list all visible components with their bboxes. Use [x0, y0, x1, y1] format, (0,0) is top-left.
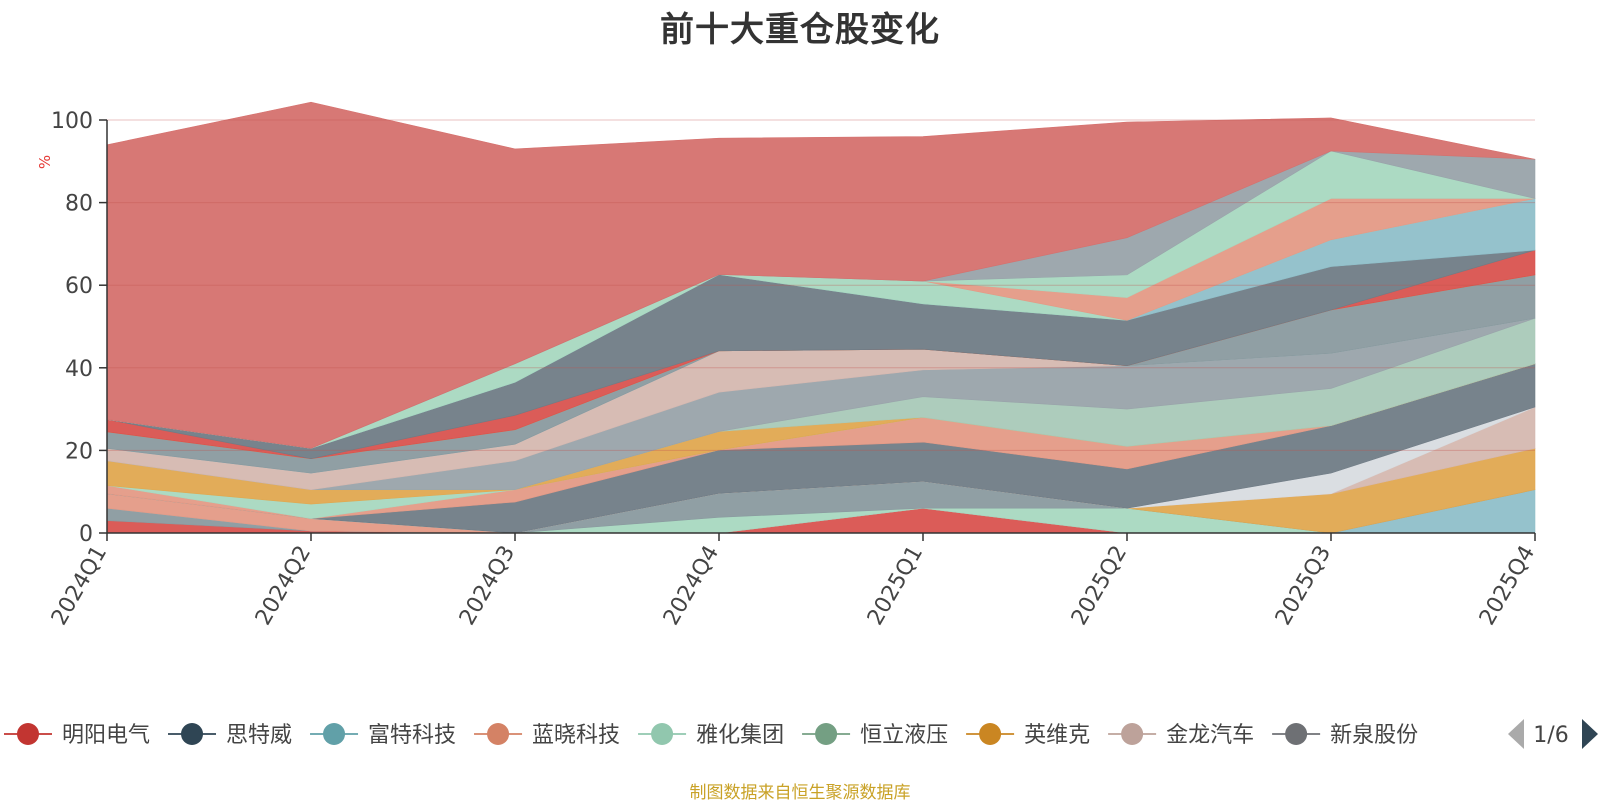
- legend-label: 雅化集团: [696, 723, 784, 748]
- area-series-26: [106, 101, 1536, 449]
- y-tick-label: 80: [65, 192, 93, 217]
- legend-marker: [17, 723, 39, 745]
- y-axis-unit: %: [36, 155, 54, 169]
- legend-items: 明阳电气 思特威 富特科技 蓝晓科技 雅化集团 恒立液压 英维克 金龙汽车 新泉股份: [4, 723, 1418, 748]
- legend-marker: [651, 723, 674, 745]
- chart-title: 前十大重仓股变化: [660, 10, 940, 50]
- x-tick-label: 2025Q2: [1067, 542, 1132, 630]
- legend-item[interactable]: 思特威: [168, 723, 292, 748]
- legend-next-icon[interactable]: [1582, 719, 1598, 749]
- x-tick-label: 2025Q3: [1271, 542, 1336, 630]
- legend-label: 蓝晓科技: [532, 723, 620, 748]
- legend-item[interactable]: 恒立液压: [802, 723, 948, 748]
- legend-item[interactable]: 雅化集团: [638, 723, 784, 748]
- legend-marker: [1121, 723, 1144, 745]
- y-tick-label: 0: [79, 522, 93, 547]
- x-tick-label: 2025Q4: [1475, 542, 1540, 630]
- y-tick-label: 20: [65, 439, 93, 464]
- legend-marker: [487, 723, 510, 745]
- legend-marker: [979, 723, 1002, 745]
- legend-label: 新泉股份: [1330, 723, 1418, 748]
- legend-label: 英维克: [1024, 723, 1090, 748]
- legend-label: 明阳电气: [62, 723, 150, 748]
- legend-marker: [323, 723, 346, 745]
- legend-item[interactable]: 金龙汽车: [1108, 723, 1254, 748]
- y-tick-label: 100: [51, 109, 93, 134]
- legend-label: 思特威: [226, 723, 292, 748]
- y-tick-label: 40: [65, 357, 93, 382]
- x-tick-label: 2024Q3: [455, 542, 520, 630]
- legend-pager-text: 1/6: [1533, 723, 1568, 748]
- legend-item[interactable]: 富特科技: [310, 723, 456, 748]
- legend-label: 富特科技: [368, 723, 456, 748]
- legend-item[interactable]: 新泉股份: [1272, 723, 1418, 748]
- legend-item[interactable]: 蓝晓科技: [474, 723, 620, 748]
- x-tick-label: 2025Q1: [863, 542, 928, 630]
- x-tick-label: 2024Q2: [251, 542, 316, 630]
- source-note: 制图数据来自恒生聚源数据库: [689, 783, 911, 803]
- legend-label: 恒立液压: [860, 723, 948, 748]
- y-tick-label: 60: [65, 274, 93, 299]
- legend-marker: [1285, 723, 1308, 745]
- legend-marker: [815, 723, 838, 745]
- legend-marker: [181, 723, 204, 745]
- stacked-areas: [106, 101, 1536, 534]
- legend: 明阳电气 思特威 富特科技 蓝晓科技 雅化集团 恒立液压 英维克 金龙汽车 新泉股份 1/6: [4, 719, 1598, 749]
- legend-label: 金龙汽车: [1166, 723, 1254, 748]
- x-tick-label: 2024Q4: [659, 542, 724, 630]
- legend-prev-icon[interactable]: [1508, 719, 1524, 749]
- x-tick-label: 2024Q1: [47, 542, 112, 630]
- legend-item[interactable]: 明阳电气: [4, 723, 150, 748]
- legend-item[interactable]: 英维克: [966, 723, 1090, 748]
